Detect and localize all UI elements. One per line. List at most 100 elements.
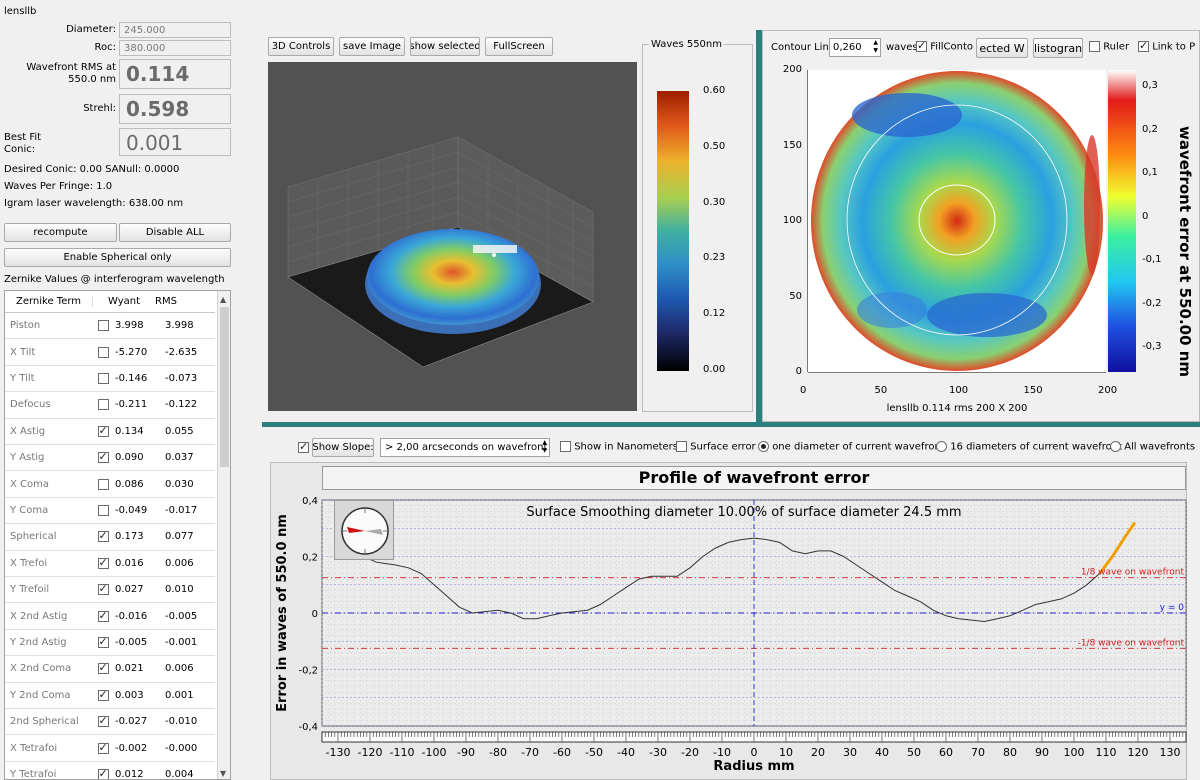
zernike-enable-checkbox[interactable]	[93, 767, 113, 779]
x-tick-label: 70	[971, 746, 985, 759]
zernike-row[interactable]: Y 2nd Coma 0.003 0.001	[5, 683, 215, 709]
zernike-enable-checkbox[interactable]	[93, 556, 113, 569]
zernike-row[interactable]: Spherical 0.173 0.077	[5, 524, 215, 551]
one-diameter-radio[interactable]: one diameter of current wavefront	[758, 441, 945, 453]
show-slope-checkbox[interactable]	[298, 440, 309, 454]
zernike-rms: -2.635	[165, 346, 198, 358]
panel-splitter[interactable]	[756, 30, 762, 422]
header-rms[interactable]: RMS	[155, 296, 177, 307]
zernike-term: X 2nd Astig	[10, 610, 68, 622]
spin-arrows-icon[interactable]: ▲ ▼	[542, 439, 547, 454]
header-term[interactable]: Zernike Term	[5, 296, 93, 307]
zernike-enable-checkbox[interactable]	[93, 346, 113, 358]
zernike-rms: 0.030	[165, 478, 194, 490]
3d-view[interactable]	[268, 62, 637, 411]
x-tick-label: 100	[1064, 746, 1085, 759]
zernike-title: Zernike Values @ interferogram wavelengt…	[4, 274, 225, 285]
zernike-row[interactable]: 2nd Spherical -0.027 -0.010	[5, 709, 215, 736]
slope-spinbox[interactable]: > 2,00 arcseconds on wavefront ▲ ▼	[380, 438, 550, 457]
zernike-row[interactable]: Defocus -0.211 -0.122	[5, 392, 215, 419]
zernike-header: Zernike Term Wyant RMS	[5, 291, 215, 313]
zernike-row[interactable]: Y Astig 0.090 0.037	[5, 445, 215, 472]
zernike-enable-checkbox[interactable]	[93, 609, 113, 622]
sixteen-diameters-radio[interactable]: 16 diameters of current wavefront	[936, 441, 1122, 453]
3d-controls-button[interactable]: 3D Controls	[268, 37, 334, 56]
zernike-row[interactable]: Y Tilt -0.146 -0.073	[5, 366, 215, 393]
zernike-rms: -0.122	[165, 399, 198, 411]
show-selected-button[interactable]: show selected	[410, 37, 480, 56]
zernike-enable-checkbox[interactable]	[93, 741, 113, 754]
zernike-term: Y Tilt	[10, 372, 35, 384]
zernike-row[interactable]: Y Coma -0.049 -0.017	[5, 498, 215, 525]
link-checkbox[interactable]: Link to P	[1138, 39, 1195, 53]
zernike-enable-checkbox[interactable]	[93, 372, 113, 384]
compass-widget[interactable]	[334, 500, 394, 560]
zernike-row[interactable]: X Tilt -5.270 -2.635	[5, 339, 215, 366]
contour-line-value: 0,260	[833, 42, 862, 53]
ruler-checkbox[interactable]: Ruler	[1089, 41, 1129, 53]
zernike-enable-checkbox[interactable]	[93, 504, 113, 516]
surface-error-checkbox[interactable]: Surface error	[676, 441, 756, 453]
zernike-enable-checkbox[interactable]	[93, 529, 113, 543]
zernike-row[interactable]: Y Tetrafoi 0.012 0.004	[5, 762, 215, 780]
y-tick-label: 0	[312, 609, 318, 620]
recompute-button[interactable]: recompute	[4, 223, 117, 242]
zernike-row[interactable]: X Astig 0.134 0.055	[5, 419, 215, 445]
y-tick-label: 0,4	[302, 496, 318, 507]
zernike-row[interactable]: X Trefoi 0.016 0.006	[5, 551, 215, 577]
zernike-enable-checkbox[interactable]	[93, 450, 113, 464]
x-tick-label: 80	[1003, 746, 1017, 759]
zernike-row[interactable]: X 2nd Astig -0.016 -0.005	[5, 603, 215, 630]
zernike-enable-checkbox[interactable]	[93, 478, 113, 490]
header-wyant[interactable]: Wyant	[107, 296, 141, 307]
zernike-wyant: 0.134	[115, 425, 144, 437]
zernike-rms: 0.077	[165, 531, 194, 543]
zernike-row[interactable]: Piston 3.998 3.998	[5, 313, 215, 340]
conic-label: Best Fit Conic:	[4, 132, 42, 155]
zernike-row[interactable]: X Coma 0.086 0.030	[5, 471, 215, 498]
x-tick-label: 10	[779, 746, 793, 759]
zernike-row[interactable]: Y 2nd Astig -0.005 -0.001	[5, 630, 215, 657]
contour-line-spinbox[interactable]: 0,260 ▲ ▼	[829, 38, 881, 57]
x-tick-label: -120	[358, 746, 383, 759]
contour-map: lensllb 0.114 rms 200 X 200 wavefront er…	[807, 70, 1194, 414]
roc-field[interactable]: 380.000	[119, 40, 231, 56]
zernike-enable-checkbox[interactable]	[93, 424, 113, 437]
disable-all-button[interactable]: Disable ALL	[119, 223, 231, 242]
x-tick-label: 20	[811, 746, 825, 759]
scroll-up-icon[interactable]: ▲	[220, 295, 227, 304]
save-image-button[interactable]: save Image	[339, 37, 405, 56]
scroll-thumb[interactable]	[220, 307, 229, 467]
zernike-row[interactable]: X 2nd Coma 0.021 0.006	[5, 656, 215, 683]
zernike-wyant: 0.012	[115, 768, 144, 780]
zernike-row[interactable]: X Tetrafoi -0.002 -0.000	[5, 735, 215, 762]
profile-chart[interactable]: Surface Smoothing diameter 10.00% of sur…	[270, 490, 1187, 780]
zernike-term: Y Trefoil	[10, 584, 50, 596]
zernike-enable-checkbox[interactable]	[93, 399, 113, 411]
spin-arrows-icon[interactable]: ▲ ▼	[873, 39, 878, 54]
zernike-enable-checkbox[interactable]	[93, 635, 113, 648]
nanometers-checkbox[interactable]: Show in Nanometers	[560, 441, 678, 453]
zernike-enable-checkbox[interactable]	[93, 688, 113, 701]
zernike-enable-checkbox[interactable]	[93, 582, 113, 596]
diameter-field[interactable]: 245.000	[119, 22, 231, 38]
zernike-term: X Astig	[10, 425, 46, 437]
enable-spherical-button[interactable]: Enable Spherical only	[4, 248, 231, 267]
scroll-down-icon[interactable]: ▼	[220, 769, 227, 778]
x-tick-label: 120	[1128, 746, 1149, 759]
zernike-enable-checkbox[interactable]	[93, 320, 113, 332]
all-wavefronts-radio[interactable]: All wavefronts	[1110, 441, 1195, 453]
selected-wave-button[interactable]: ected W	[976, 38, 1028, 58]
zernike-enable-checkbox[interactable]	[93, 661, 113, 675]
profile-subtitle: Surface Smoothing diameter 10.00% of sur…	[526, 505, 961, 520]
table-scrollbar[interactable]: ▲ ▼	[217, 291, 230, 779]
fullscreen-button[interactable]: FullScreen	[485, 37, 553, 56]
zernike-enable-checkbox[interactable]	[93, 714, 113, 728]
zernike-row[interactable]: Y Trefoil 0.027 0.010	[5, 577, 215, 604]
show-slope-button[interactable]: Show Slope:	[312, 438, 374, 457]
horizontal-splitter[interactable]	[262, 422, 1200, 427]
profile-line	[363, 522, 1136, 623]
histogram-button[interactable]: listogran	[1033, 38, 1083, 58]
fill-contours-checkbox[interactable]: FillConto	[916, 39, 973, 53]
zernike-wyant: -0.027	[115, 716, 148, 728]
